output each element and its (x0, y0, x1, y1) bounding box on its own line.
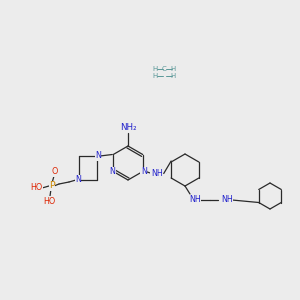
Text: H: H (152, 73, 158, 79)
Text: N: N (75, 176, 81, 184)
Text: NH: NH (151, 169, 163, 178)
Text: P: P (49, 182, 55, 190)
Text: N: N (95, 152, 101, 160)
Text: NH₂: NH₂ (120, 122, 136, 131)
Text: O: O (52, 167, 58, 176)
Text: H: H (170, 73, 175, 79)
Text: NH: NH (189, 196, 201, 205)
Text: HO: HO (30, 184, 42, 193)
Text: NH: NH (221, 196, 233, 205)
Text: H: H (152, 66, 158, 72)
Text: HO: HO (43, 196, 55, 206)
Text: C: C (162, 66, 167, 72)
Text: N: N (141, 167, 147, 176)
Text: N: N (109, 167, 115, 176)
Text: H: H (170, 66, 175, 72)
